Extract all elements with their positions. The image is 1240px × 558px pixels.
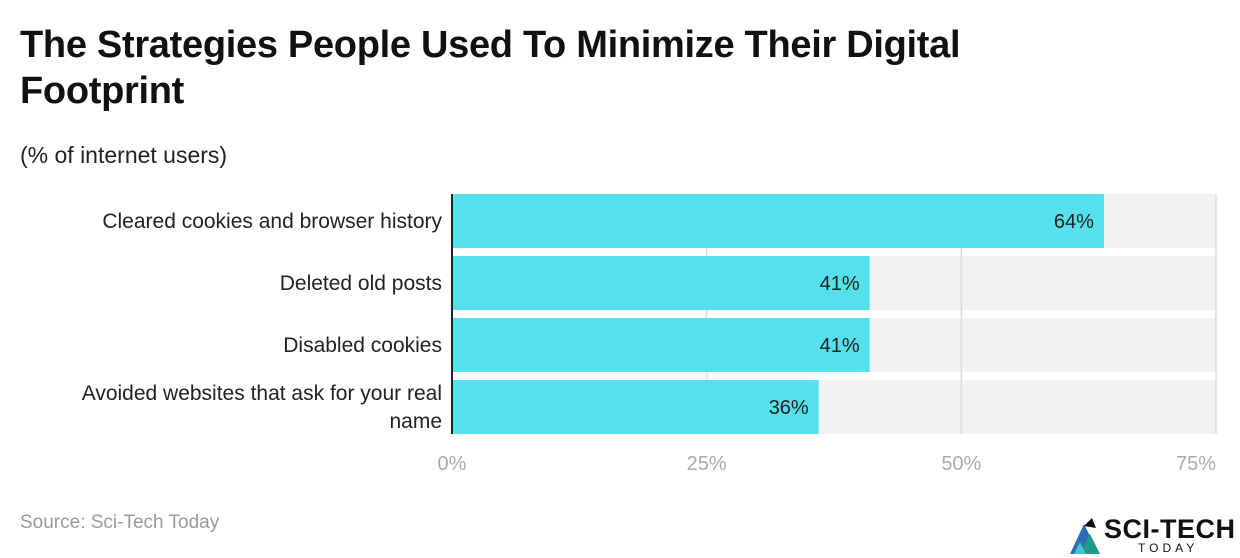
- brand-logo: SCI-TECH TODAY: [1066, 514, 1238, 556]
- bar-value-label: 41%: [820, 273, 860, 295]
- category-label: Avoided websites that ask for your real n…: [82, 382, 442, 433]
- category-label-line: Cleared cookies and browser history: [102, 210, 442, 233]
- category-label-line: Avoided websites that ask for your real: [82, 382, 442, 405]
- x-tick-label: 0%: [438, 453, 467, 475]
- bar-chart: 64% Cleared cookies and browser history 41…: [82, 194, 1217, 475]
- category-label: Deleted old posts: [280, 272, 442, 295]
- bar: [452, 380, 819, 434]
- bar-value-label: 41%: [820, 335, 860, 357]
- category-label-line: Disabled cookies: [283, 334, 442, 357]
- logo-mark-icon: [1070, 518, 1100, 554]
- x-tick-label: 25%: [687, 453, 727, 475]
- category-label-line: name: [389, 410, 442, 433]
- bar: [452, 194, 1104, 248]
- bar-value-label: 36%: [769, 397, 809, 419]
- logo-tagline: TODAY: [1138, 541, 1199, 555]
- x-tick-label: 75%: [1176, 453, 1216, 475]
- bar: [452, 256, 870, 310]
- category-label: Disabled cookies: [283, 334, 442, 357]
- x-tick-label: 50%: [941, 453, 981, 475]
- category-label-line: Deleted old posts: [280, 272, 442, 295]
- bar-value-label: 64%: [1054, 211, 1094, 233]
- chart-subtitle: (% of internet users): [20, 142, 228, 168]
- bar: [452, 318, 870, 372]
- logo-wordmark: SCI-TECH: [1104, 514, 1236, 544]
- category-label: Cleared cookies and browser history: [102, 210, 442, 233]
- chart-title: The Strategies People Used To Minimize T…: [20, 24, 961, 112]
- source-note: Source: Sci-Tech Today: [20, 512, 220, 533]
